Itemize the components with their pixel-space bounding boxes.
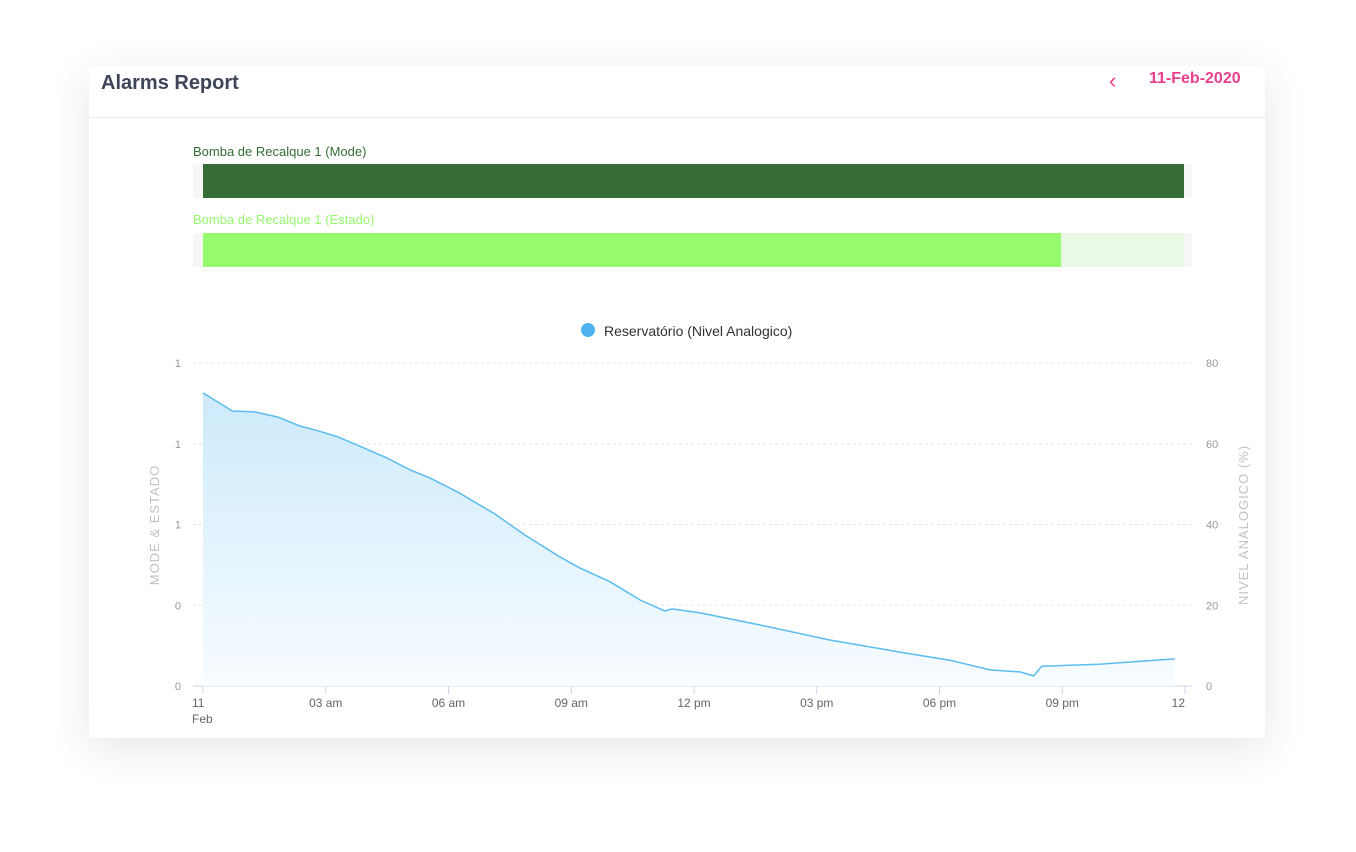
right-tick-label: 60 bbox=[1206, 439, 1218, 451]
status-segment-mode-on bbox=[203, 164, 1184, 198]
status-segment-estado-on bbox=[203, 233, 1062, 267]
x-tick-label: Feb bbox=[192, 712, 213, 726]
x-tick-label: 12 bbox=[1172, 696, 1186, 710]
left-tick-label: 1 bbox=[175, 520, 181, 532]
right-tick-label: 0 bbox=[1206, 681, 1212, 693]
right-tick-label: 20 bbox=[1206, 600, 1218, 612]
left-axis-title: MODE & ESTADO bbox=[147, 465, 162, 585]
area-fill bbox=[203, 392, 1175, 686]
status-label-mode: Bomba de Recalque 1 (Mode) bbox=[193, 144, 367, 159]
left-tick-label: 1 bbox=[175, 358, 181, 370]
status-bar-mode bbox=[193, 164, 1192, 198]
right-tick-label: 80 bbox=[1206, 358, 1218, 370]
page-title: Alarms Report bbox=[101, 72, 239, 94]
x-tick-label: 12 pm bbox=[677, 696, 710, 710]
status-segment-estado-off bbox=[1061, 233, 1184, 267]
x-tick-label: 03 am bbox=[309, 696, 342, 710]
x-tick-label: 09 pm bbox=[1046, 696, 1079, 710]
left-tick-label: 0 bbox=[175, 600, 181, 612]
right-axis-title: NIVEL ANALOGICO (%) bbox=[1236, 445, 1251, 605]
status-bar-estado bbox=[193, 233, 1192, 267]
left-tick-label: 1 bbox=[175, 439, 181, 451]
x-tick-label: 11 bbox=[192, 696, 205, 710]
legend-marker[interactable] bbox=[581, 323, 595, 337]
x-tick-label: 09 am bbox=[555, 696, 588, 710]
x-tick-label: 03 pm bbox=[800, 696, 833, 710]
chevron-left-icon[interactable]: ‹ bbox=[1109, 68, 1117, 93]
status-label-estado: Bomba de Recalque 1 (Estado) bbox=[193, 212, 375, 227]
date-label[interactable]: 11-Feb-2020 bbox=[1149, 70, 1241, 87]
x-tick-label: 06 pm bbox=[923, 696, 956, 710]
header: Alarms Report ‹ 11-Feb-2020 bbox=[89, 66, 1265, 118]
legend-label[interactable]: Reservatório (Nivel Analogico) bbox=[604, 323, 792, 339]
right-tick-label: 40 bbox=[1206, 520, 1218, 532]
left-tick-label: 0 bbox=[175, 681, 181, 693]
x-tick-label: 06 am bbox=[432, 696, 465, 710]
series-line bbox=[202, 392, 1175, 677]
